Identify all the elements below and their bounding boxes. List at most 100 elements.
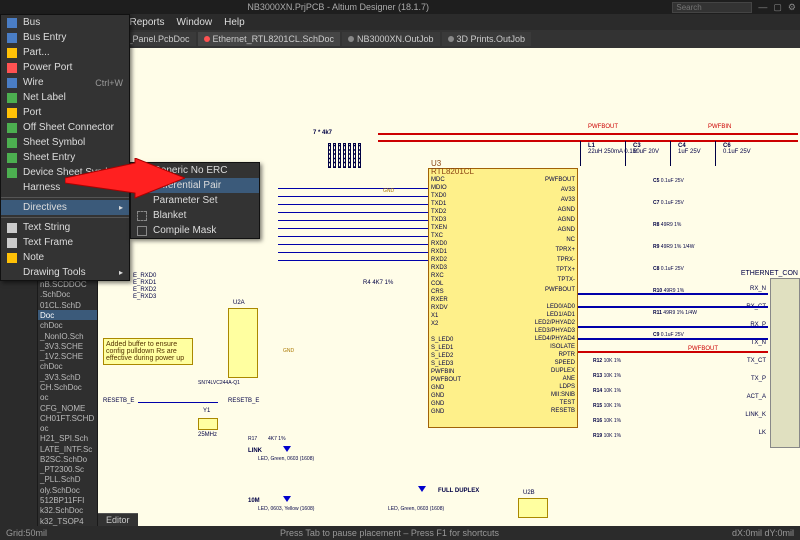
mi-bus-entry[interactable]: Bus Entry [1,30,129,45]
minimize-icon[interactable]: — [758,2,767,12]
mi-label: Wire [23,77,44,88]
tree-item[interactable]: LATE_INTF.Sc [38,444,97,454]
pin-label: ANE [563,376,575,382]
connector-pin: TX_P [751,376,766,382]
mi-note[interactable]: Note [1,250,129,265]
tree-item[interactable]: chDoc [38,361,97,371]
menu-help[interactable]: Help [224,17,245,28]
tree-item[interactable]: _NonIO.Sch [38,331,97,341]
smi-no-erc[interactable]: ✕Generic No ERC [131,163,259,178]
pin-label: ISOLATE [550,344,575,350]
pin-label: TXD0 [431,193,446,199]
mi-label: Bus Entry [23,32,66,43]
mi-directives[interactable]: Directives▸ [1,200,129,215]
pin-label: AV33 [561,187,575,193]
tree-item[interactable]: H21_SPI.Sch [38,433,97,443]
component-label: L122uH 250mA 0.1R [588,143,637,155]
tree-item[interactable]: oc [38,423,97,433]
section-label: LINK [248,448,262,454]
smi-param-set[interactable]: Parameter Set [131,193,259,208]
mi-bus[interactable]: Bus [1,15,129,30]
pin-label: S_LED1 [431,345,453,351]
mi-label: Text String [23,222,70,233]
tree-item[interactable]: 01CL.SchD [38,300,97,310]
mi-label: Sheet Entry [23,152,75,163]
mi-wire[interactable]: Wire Ctrl+W [1,75,129,90]
smi-blanket[interactable]: Blanket [131,208,259,223]
mi-device-sheet[interactable]: Device Sheet Symbol [1,165,129,180]
mi-sheet-symbol[interactable]: Sheet Symbol [1,135,129,150]
tab-3dprints[interactable]: 3D Prints.OutJob [442,32,532,46]
tree-item[interactable]: CFG_NOME [38,403,97,413]
mi-harness[interactable]: Harness▸ [1,180,129,195]
power-port-icon [7,63,17,73]
mi-power-port[interactable]: Power Port [1,60,129,75]
tree-item[interactable]: 512BP11FFI [38,495,97,505]
tab-ethernet-sch[interactable]: Ethernet_RTL8201CL.SchDoc [198,32,340,46]
tree-item[interactable]: .SchDoc [38,289,97,299]
gear-icon[interactable]: ⚙ [788,2,796,13]
tree-item[interactable]: B2SC.SchDo [38,454,97,464]
component-label: C41uF 25V [678,143,701,155]
mi-text-string[interactable]: Text String [1,220,129,235]
search-input[interactable] [672,2,752,13]
off-sheet-icon [7,123,17,133]
mi-text-frame[interactable]: Text Frame [1,235,129,250]
tree-item[interactable]: _3V3.SCHE [38,341,97,351]
pin-label: TPTX- [558,277,575,283]
tree-item[interactable]: k32_TSOP4 [38,516,97,526]
mi-sheet-entry[interactable]: Sheet Entry [1,150,129,165]
pin-label: AGND [558,217,575,223]
wire [278,220,428,221]
schematic-canvas[interactable]: PWFBIN PWFBOUT L122uH 250mA 0.1RC310uF 2… [98,48,800,526]
mi-drawing-tools[interactable]: Drawing Tools▸ [1,265,129,280]
mi-label: Note [23,252,44,263]
part-icon [7,48,17,58]
tree-item[interactable]: _PT2300.Sc [38,464,97,474]
tab-dot-icon [448,36,454,42]
wire-icon [7,78,17,88]
mi-off-sheet[interactable]: Off Sheet Connector [1,120,129,135]
blanket-icon [137,211,147,221]
component-label: R19 10K 1% [593,433,621,439]
tree-item[interactable]: _3V3.SchD [38,372,97,382]
tree-item[interactable]: oc [38,392,97,402]
pin-label: RXD0 [431,241,447,247]
component-label: R15 10K 1% [593,403,621,409]
mi-port[interactable]: Port [1,105,129,120]
mi-label: Harness [23,182,60,193]
smi-compile-mask[interactable]: Compile Mask [131,223,259,238]
tree-item[interactable]: Doc [38,310,97,320]
device-sheet-icon [7,168,17,178]
menu-window[interactable]: Window [177,17,213,28]
maximize-icon[interactable]: ▢ [773,2,782,13]
net-label: PWFBOUT [688,346,718,352]
tree-item[interactable]: _1V2.SCHE [38,351,97,361]
wire [578,326,768,328]
mi-part[interactable]: Part... [1,45,129,60]
pin-label: RXDV [431,305,448,311]
chip-name: SN74LVC244A-Q1 [198,380,240,386]
pin-label: RXER [431,297,448,303]
mi-shortcut: Ctrl+W [95,78,123,88]
component-label: R13 10K 1% [593,373,621,379]
tree-item[interactable]: k32.SchDoc [38,505,97,515]
pin-label: TXD1 [431,201,446,207]
pin-label: RXC [431,273,444,279]
tree-item[interactable]: _PLL.SchD [38,474,97,484]
editor-mode-tab[interactable]: Editor [98,513,138,526]
mi-net-label[interactable]: Net Label [1,90,129,105]
tab-outjob[interactable]: NB3000XN.OutJob [342,32,440,46]
menu-reports[interactable]: Reports [130,17,165,28]
pin-label: MDC [431,177,445,183]
tree-item[interactable]: chDoc [38,320,97,330]
harness-icon [7,183,17,193]
section-label: FULL DUPLEX [438,488,479,494]
pin-label: RXD2 [431,257,447,263]
wire [278,196,428,197]
tree-item[interactable]: CH01FT.SCHD [38,413,97,423]
pin-label: S_LED3 [431,361,453,367]
smi-diff-pair[interactable]: Differential Pair [131,178,259,193]
tree-item[interactable]: CH.SchDoc [38,382,97,392]
tree-item[interactable]: oly.SchDoc [38,485,97,495]
